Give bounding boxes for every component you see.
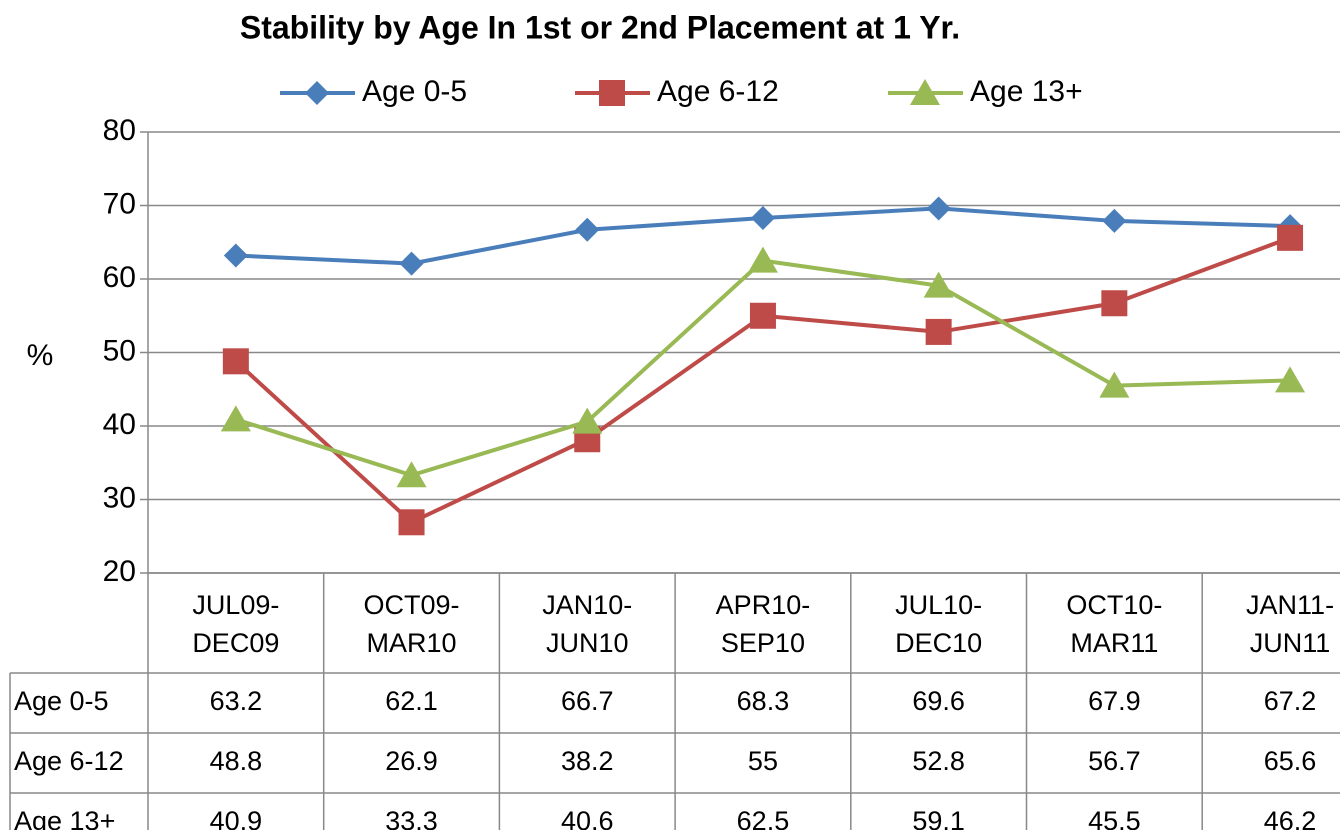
legend-label: Age 0-5 xyxy=(362,75,467,108)
series-line xyxy=(234,235,1291,525)
table-row-label: Age 6-12 xyxy=(14,746,124,776)
table-cell: 52.8 xyxy=(912,746,965,776)
marker xyxy=(747,246,778,273)
y-tick-label: 80 xyxy=(103,114,136,147)
chart-title: Stability by Age In 1st or 2nd Placement… xyxy=(240,9,960,45)
marker xyxy=(1099,371,1130,398)
y-axis-label: % xyxy=(27,339,54,372)
table-cell: 38.2 xyxy=(561,746,614,776)
marker xyxy=(572,407,603,434)
marker xyxy=(396,461,427,488)
marker xyxy=(220,405,251,432)
table-cell: 45.5 xyxy=(1088,806,1141,830)
marker xyxy=(223,243,248,268)
table-cell: 48.8 xyxy=(210,746,263,776)
legend-label: Age 13+ xyxy=(970,75,1083,108)
legend-label: Age 6-12 xyxy=(657,75,779,108)
table-cell: 59.1 xyxy=(912,806,965,830)
marker xyxy=(399,251,424,276)
x-tick-label: JAN10-JUN10 xyxy=(542,590,632,658)
table-cell: 46.2 xyxy=(1264,806,1317,830)
table-cell: 65.6 xyxy=(1264,746,1317,776)
legend-marker xyxy=(599,80,625,106)
marker xyxy=(398,509,425,536)
marker xyxy=(926,196,951,221)
series-line xyxy=(235,258,1291,478)
x-tick-label: OCT09-MAR10 xyxy=(364,590,460,658)
table-cell: 55 xyxy=(748,746,778,776)
table-cell: 56.7 xyxy=(1088,746,1141,776)
marker xyxy=(575,217,600,242)
table-cell: 62.1 xyxy=(385,686,438,716)
y-tick-label: 20 xyxy=(103,555,136,588)
legend-marker xyxy=(910,79,940,105)
y-tick-label: 60 xyxy=(103,261,136,294)
table-cell: 40.6 xyxy=(561,806,614,830)
x-tick-label: APR10-SEP10 xyxy=(716,590,811,658)
marker xyxy=(1275,366,1306,393)
table-cell: 33.3 xyxy=(385,806,438,830)
marker xyxy=(222,348,249,375)
y-tick-label: 50 xyxy=(103,334,136,367)
table-cell: 67.2 xyxy=(1264,686,1317,716)
table-cell: 67.9 xyxy=(1088,686,1141,716)
table-cell: 40.9 xyxy=(210,806,263,830)
table-cell: 69.6 xyxy=(912,686,965,716)
x-tick-label: JUL10-DEC10 xyxy=(895,590,982,658)
table-cell: 26.9 xyxy=(385,746,438,776)
x-tick-label: JUL09-DEC09 xyxy=(192,590,279,658)
marker xyxy=(1102,208,1127,233)
table-row-label: Age 13+ xyxy=(14,806,115,830)
legend-marker xyxy=(305,81,329,105)
marker xyxy=(925,318,952,345)
marker xyxy=(1101,290,1128,317)
x-tick-label: JAN11-JUN11 xyxy=(1246,590,1334,658)
y-tick-label: 30 xyxy=(103,481,136,514)
table-row-label: Age 0-5 xyxy=(14,686,109,716)
marker xyxy=(1277,224,1304,251)
table-cell: 68.3 xyxy=(737,686,790,716)
x-tick-label: OCT10-MAR11 xyxy=(1066,590,1162,658)
table-cell: 66.7 xyxy=(561,686,614,716)
table-cell: 62.5 xyxy=(737,806,790,830)
y-tick-label: 70 xyxy=(103,187,136,220)
y-tick-label: 40 xyxy=(103,408,136,441)
marker xyxy=(923,271,954,298)
table-cell: 63.2 xyxy=(210,686,263,716)
marker xyxy=(749,302,776,329)
marker xyxy=(750,205,775,230)
